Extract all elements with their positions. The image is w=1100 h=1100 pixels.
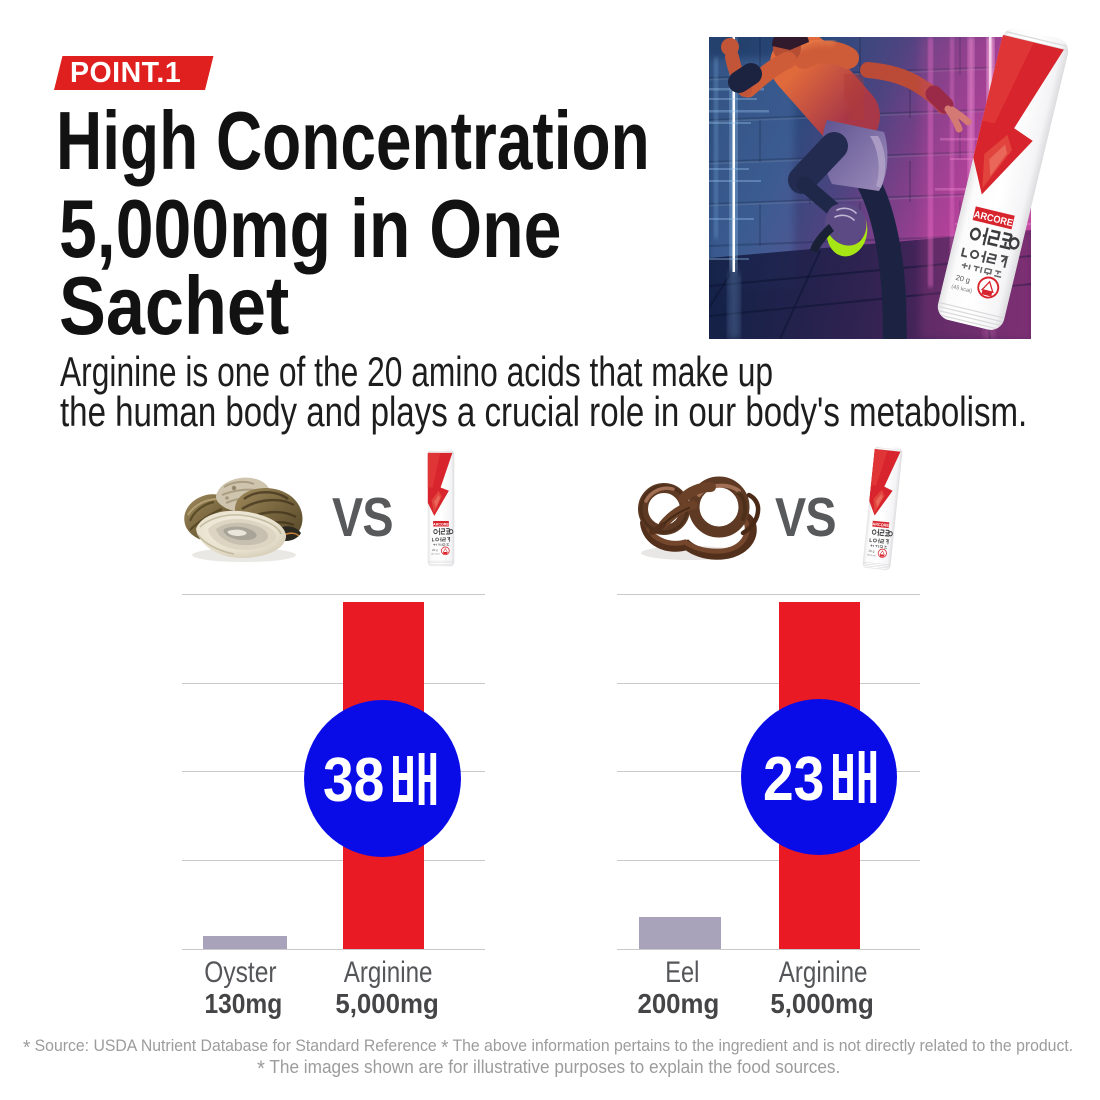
svg-text:23: 23 [763, 745, 824, 814]
svg-text:38: 38 [323, 746, 384, 815]
